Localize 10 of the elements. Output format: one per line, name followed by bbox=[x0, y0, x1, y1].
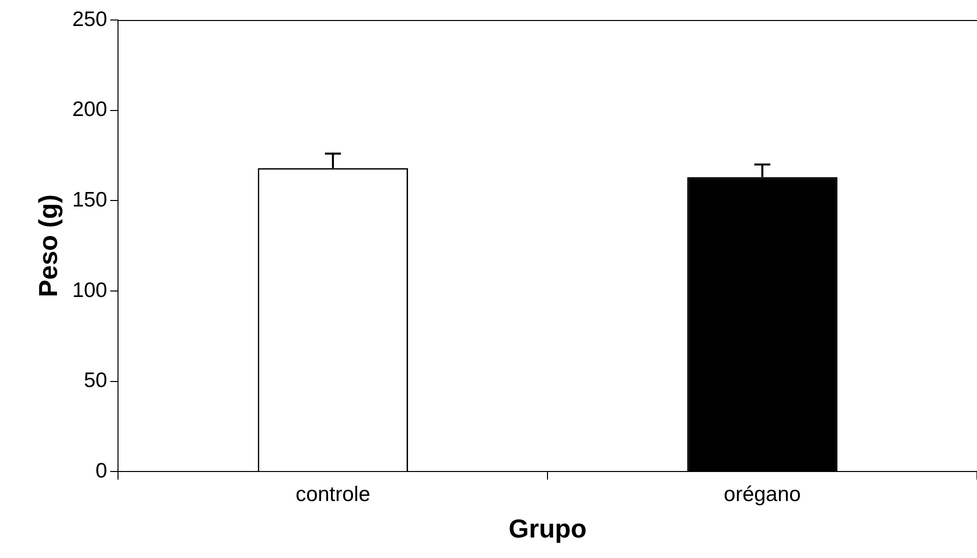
x-tick-label: controle bbox=[296, 482, 370, 506]
x-tick-label: orégano bbox=[724, 482, 801, 506]
y-tick-label: 100 bbox=[72, 278, 108, 302]
y-tick-label: 250 bbox=[72, 8, 108, 31]
y-tick-label: 0 bbox=[96, 459, 108, 482]
y-tick-label: 150 bbox=[72, 188, 108, 212]
y-tick-label: 50 bbox=[84, 369, 108, 392]
y-tick-label: 200 bbox=[72, 98, 108, 122]
x-axis-title: Grupo bbox=[508, 514, 587, 544]
y-axis-title: Peso (g) bbox=[32, 194, 63, 298]
